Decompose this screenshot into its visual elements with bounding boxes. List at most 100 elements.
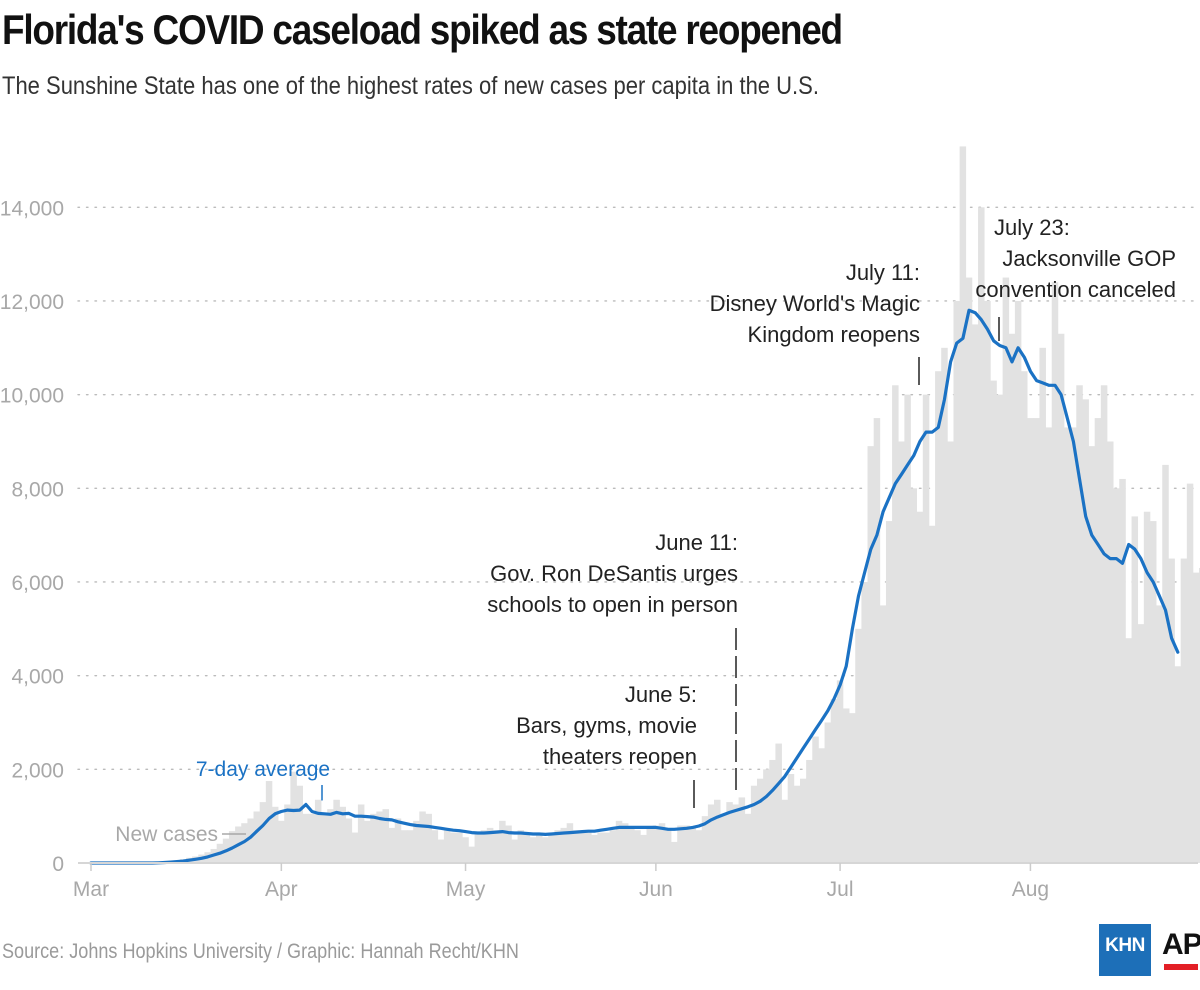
bar: [1045, 427, 1053, 863]
bar: [904, 394, 911, 863]
bar: [1082, 399, 1089, 863]
bar: [431, 830, 439, 863]
bar: [1100, 385, 1108, 863]
bar: [793, 785, 801, 863]
avg-line: [89, 308, 1180, 865]
bar: [695, 830, 703, 863]
bar: [640, 834, 647, 863]
annotation-july11-line-2: Kingdom reopens: [748, 322, 920, 347]
bar: [603, 832, 611, 863]
y-tick-label: 10,000: [0, 385, 64, 408]
annotation-june5-line-2: theaters reopen: [543, 744, 697, 769]
annotation-june11-line-2: schools to open in person: [487, 592, 738, 617]
bar: [720, 813, 727, 863]
bar: [941, 347, 948, 863]
bar: [597, 832, 604, 863]
bar: [511, 839, 518, 863]
bar: [1057, 333, 1065, 863]
bar: [971, 324, 979, 863]
bar: [1039, 347, 1046, 863]
bar: [867, 446, 875, 863]
bar: [376, 811, 383, 863]
bar: [578, 832, 586, 863]
bar: [953, 300, 960, 863]
bar: [922, 394, 930, 863]
bar: [842, 708, 850, 863]
bar: [265, 781, 273, 863]
annotation-july11-line-0: July 11:: [846, 260, 920, 285]
bar: [290, 771, 297, 863]
bar: [799, 778, 807, 863]
bar: [898, 441, 905, 863]
bar: [978, 207, 985, 864]
y-tick-label: 2,000: [11, 759, 64, 782]
bar: [253, 811, 261, 863]
bar: [775, 743, 782, 863]
bar: [824, 722, 832, 863]
ap-logo-bar: [1164, 964, 1198, 970]
bar: [750, 785, 758, 863]
bar: [830, 699, 838, 863]
chart-subtitle: The Sunshine State has one of the highes…: [2, 72, 819, 100]
bar: [1106, 441, 1114, 863]
bar: [726, 802, 733, 863]
bar: [327, 809, 334, 863]
bar: [296, 785, 304, 863]
bar: [1149, 521, 1157, 863]
source-credit: Source: Johns Hopkins University / Graph…: [2, 940, 519, 963]
bar: [1088, 446, 1096, 863]
bar: [714, 799, 721, 863]
bar: [664, 830, 672, 863]
bar: [425, 813, 432, 863]
axis-layer: 0 2,000 4,000 6,000 8,000 10,000 12,000 14,000 M…: [0, 197, 1198, 901]
bar: [1113, 488, 1120, 863]
annotation-july11-line-1: Disney World's Magic: [710, 291, 920, 316]
bar: [744, 813, 752, 863]
bar: [1064, 427, 1071, 863]
bar: [1192, 572, 1200, 863]
grid-layer: [77, 206, 1199, 771]
bar: [1070, 427, 1077, 863]
bar: [1051, 282, 1059, 863]
bar: [707, 804, 715, 863]
bar: [554, 830, 561, 863]
bar: [990, 380, 997, 863]
bar: [1186, 483, 1194, 863]
annotation-layer: June 5: Bars, gyms, movie theaters reopen J…: [487, 215, 1176, 808]
bar: [615, 820, 623, 863]
bar: [671, 841, 678, 863]
bar: [1076, 385, 1083, 863]
bar: [443, 830, 451, 863]
bar: [505, 825, 512, 863]
bar: [621, 823, 629, 863]
bar: [965, 277, 973, 863]
bar: [1168, 558, 1175, 863]
bar: [769, 759, 776, 863]
bar: [388, 827, 396, 863]
bar: [732, 804, 739, 863]
x-tick-label: Aug: [1012, 878, 1049, 901]
bar: [259, 802, 267, 863]
bar: [677, 825, 684, 863]
bar: [947, 441, 954, 863]
bar: [499, 820, 506, 863]
bar: [652, 825, 660, 863]
bar: [634, 830, 641, 863]
bar: [480, 830, 488, 863]
legend-label-7-day-average: 7-day average: [196, 758, 330, 781]
bar: [462, 837, 469, 863]
bar: [517, 830, 525, 863]
bar: [591, 834, 598, 863]
bar: [701, 816, 709, 863]
annotation-july23-line-0: July 23:: [994, 215, 1070, 240]
bar: [314, 799, 322, 863]
bar: [394, 818, 402, 863]
bar: [339, 806, 346, 863]
bar: [1094, 418, 1102, 863]
bar: [787, 774, 795, 863]
y-tick-label: 8,000: [11, 478, 64, 501]
bar: [1033, 418, 1040, 863]
x-tick-label: Mar: [73, 878, 109, 901]
bar: [474, 832, 482, 863]
